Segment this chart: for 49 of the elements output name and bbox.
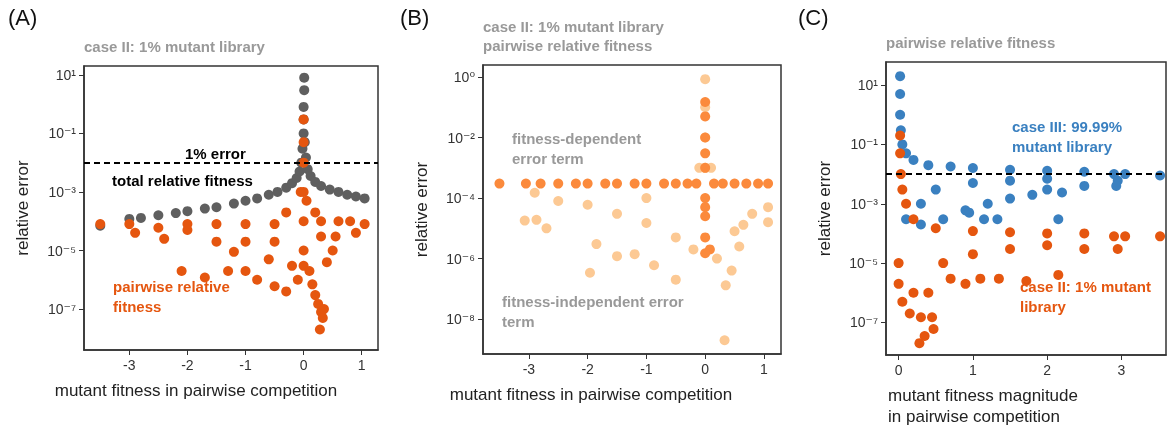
series-label: fitness-dependent error term	[512, 129, 646, 167]
y-tick-label: 10⁻¹	[850, 136, 879, 153]
x-tick-label: 0	[701, 361, 710, 377]
x-tick-label: 1	[760, 361, 769, 377]
chart-subtitle: pairwise relative fitness	[483, 37, 653, 54]
x-tick-label: -2	[181, 357, 194, 373]
y-tick-label: 10⁻⁵	[47, 242, 76, 259]
y-tick-label: 10⁻⁷	[849, 314, 878, 331]
x-tick-label: 3	[1117, 362, 1126, 378]
y-tick-label: 10⁻¹	[48, 125, 77, 142]
y-tick-label: 10⁰	[453, 69, 476, 86]
x-tick-label: 0	[299, 357, 308, 373]
x-tick-label: 2	[1043, 362, 1052, 378]
y-tick-label: 10⁻³	[48, 183, 77, 200]
chart-title: pairwise relative fitness	[886, 34, 1056, 51]
ref-line-label: 1% error	[185, 145, 247, 162]
chart-title: case II: 1% mutant library	[483, 18, 665, 35]
y-tick-label: 10⁻³	[850, 195, 879, 212]
y-axis-title: relative error	[411, 161, 431, 258]
series-label: total relative fitness	[112, 171, 253, 189]
chart-title: case II: 1% mutant library	[84, 38, 266, 55]
text: (C)	[798, 4, 829, 30]
series-label: fitness-independent error term	[502, 292, 688, 330]
x-axis-title: mutant fitness in pairwise competition	[54, 381, 338, 400]
x-tick-label: -3	[522, 361, 536, 377]
x-tick-label: -2	[581, 361, 595, 377]
x-tick-label: -3	[123, 357, 136, 373]
text: (A)	[8, 4, 38, 30]
y-tick-label: 10⁻⁶	[446, 250, 475, 267]
series-label: case II: 1% mutant library	[1020, 277, 1156, 315]
y-tick-label: 10⁻⁵	[849, 255, 878, 272]
y-axis-title: relative error	[814, 160, 834, 257]
text: (B)	[400, 4, 430, 30]
y-tick-label: 10⁻⁴	[446, 190, 475, 207]
series-label: pairwise relative fitness	[113, 277, 234, 315]
y-tick-label: 10⁻⁸	[446, 311, 476, 328]
x-tick-label: 1	[357, 357, 366, 373]
x-tick-label: -1	[640, 361, 653, 377]
x-tick-label: 1	[969, 362, 977, 378]
y-axis-title: relative error	[12, 159, 32, 256]
y-tick-label: 10¹	[55, 66, 77, 83]
x-tick-label: -1	[239, 357, 252, 373]
x-axis-title: mutant fitness magnitude in pairwise competition	[888, 386, 1078, 426]
y-tick-label: 10⁻²	[447, 129, 476, 146]
x-axis-title: mutant fitness in pairwise competition	[449, 385, 733, 404]
y-tick-label: 10¹	[857, 77, 879, 94]
y-tick-label: 10⁻⁷	[47, 301, 76, 318]
x-tick-label: 0	[894, 362, 903, 378]
series-label: case III: 99.99% mutant library	[1012, 117, 1127, 155]
